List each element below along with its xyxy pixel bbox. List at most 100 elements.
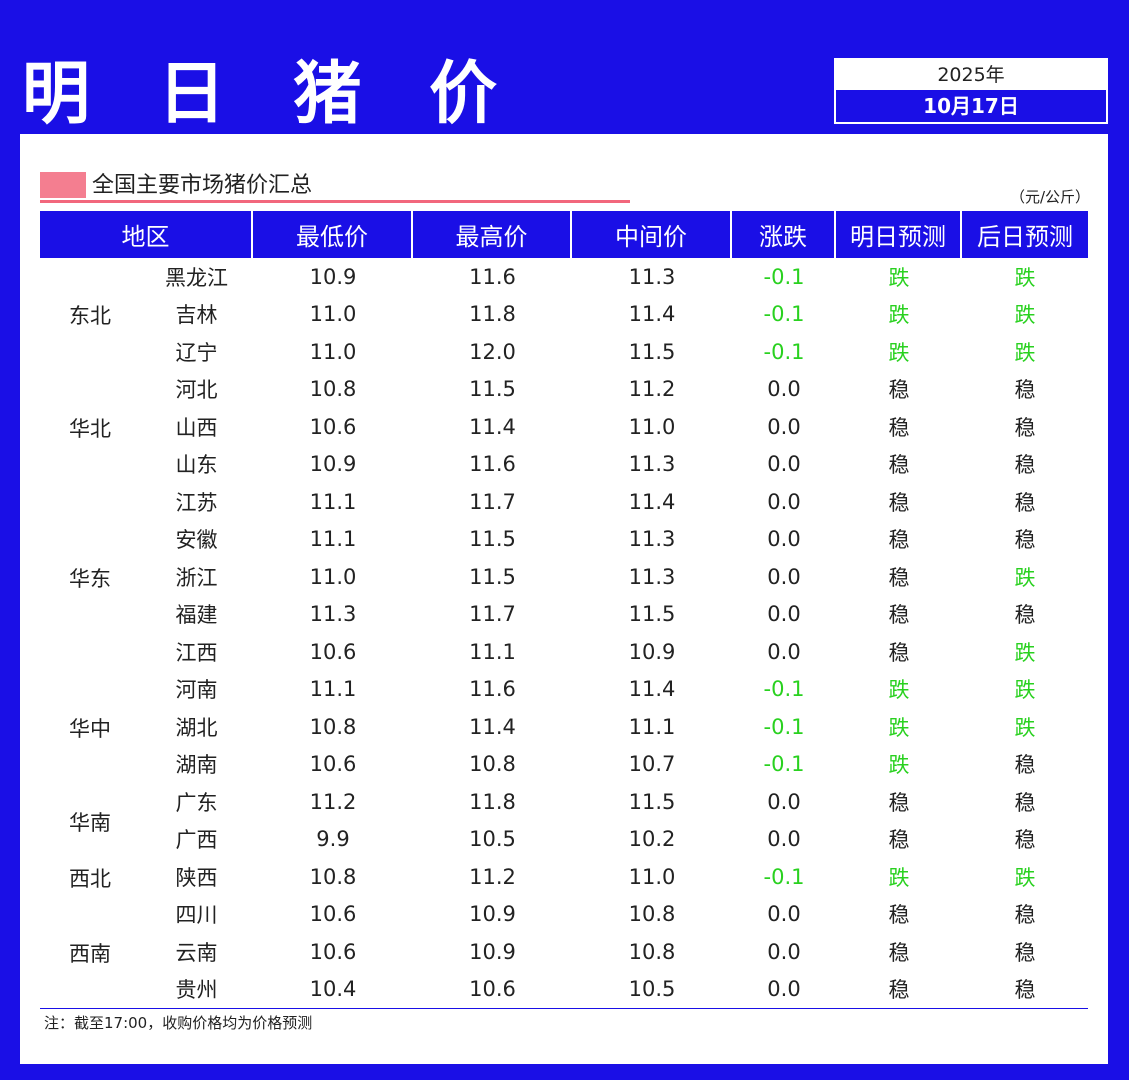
date-year: 2025年 [836, 60, 1106, 90]
cell-mid: 11.1 [628, 714, 676, 739]
cell-high: 10.9 [469, 902, 516, 927]
cell-mid: 10.2 [628, 827, 676, 852]
cell-high: 11.4 [469, 714, 516, 739]
cell-province: 吉林 [175, 303, 218, 328]
cell-after: 跌 [1014, 715, 1036, 740]
cell-tomorrow: 跌 [888, 753, 910, 778]
col-header-tomorrow: 明日预测 [836, 211, 962, 258]
cell-mid: 11.5 [628, 339, 676, 364]
cell-low: 11.1 [309, 677, 357, 702]
cell-province: 湖北 [175, 715, 218, 740]
cell-mid: 10.8 [628, 939, 676, 964]
cell-low: 10.6 [309, 902, 357, 927]
cell-low: 10.6 [309, 639, 357, 664]
cell-province: 山东 [175, 453, 218, 478]
region-label: 华中 [69, 716, 111, 741]
cell-tomorrow: 稳 [888, 565, 910, 590]
cell-after: 稳 [1014, 978, 1036, 1003]
cell-province: 陕西 [175, 865, 218, 890]
cell-tomorrow: 稳 [888, 640, 910, 665]
cell-change: -0.1 [763, 264, 805, 289]
unit-label: （元/公斤） [1010, 188, 1091, 206]
cell-after: 稳 [1014, 940, 1036, 965]
table-row: 贵州 10.4 10.6 10.5 0.0 稳 稳 [40, 971, 1088, 1009]
table-row: 山东 10.9 11.6 11.3 0.0 稳 稳 [40, 446, 1088, 484]
table-row: 辽宁 11.0 12.0 11.5 -0.1 跌 跌 [40, 333, 1088, 371]
table-row: 吉林 11.0 11.8 11.4 -0.1 跌 跌 [40, 296, 1088, 334]
cell-change: 0.0 [767, 602, 801, 627]
table-row: 湖南 10.6 10.8 10.7 -0.1 跌 稳 [40, 746, 1088, 784]
region-label: 华南 [69, 810, 111, 835]
col-header-region: 地区 [40, 211, 253, 258]
cell-change: 0.0 [767, 789, 801, 814]
cell-province: 湖南 [175, 753, 218, 778]
table-row: 湖北 10.8 11.4 11.1 -0.1 跌 跌 [40, 708, 1088, 746]
cell-tomorrow: 跌 [888, 678, 910, 703]
cell-change: 0.0 [767, 902, 801, 927]
cell-low: 10.9 [309, 452, 357, 477]
cell-tomorrow: 稳 [888, 978, 910, 1003]
cell-province: 安徽 [175, 528, 218, 553]
table-row: 黑龙江 10.9 11.6 11.3 -0.1 跌 跌 [40, 258, 1088, 296]
cell-mid: 10.9 [628, 639, 676, 664]
col-header-change: 涨跌 [732, 211, 836, 258]
cell-tomorrow: 稳 [888, 603, 910, 628]
cell-low: 10.6 [309, 939, 357, 964]
cell-tomorrow: 稳 [888, 378, 910, 403]
cell-province: 广东 [175, 790, 218, 815]
table-row: 浙江 11.0 11.5 11.3 0.0 稳 跌 [40, 558, 1088, 596]
cell-low: 10.4 [309, 977, 357, 1002]
cell-province: 河北 [175, 378, 218, 403]
cell-tomorrow: 跌 [888, 715, 910, 740]
page-title: 明 日 猪 价 [22, 55, 520, 134]
cell-province: 贵州 [175, 978, 218, 1003]
cell-mid: 11.0 [628, 414, 676, 439]
cell-tomorrow: 稳 [888, 903, 910, 928]
cell-low: 10.6 [309, 752, 357, 777]
table-row: 四川 10.6 10.9 10.8 0.0 稳 稳 [40, 896, 1088, 934]
cell-after: 稳 [1014, 753, 1036, 778]
cell-after: 跌 [1014, 865, 1036, 890]
table-row: 云南 10.6 10.9 10.8 0.0 稳 稳 [40, 933, 1088, 971]
content-panel [20, 134, 1108, 1064]
cell-low: 11.1 [309, 489, 357, 514]
cell-low: 11.3 [309, 602, 357, 627]
cell-low: 10.9 [309, 264, 357, 289]
cell-high: 11.5 [469, 527, 516, 552]
region-label: 东北 [69, 304, 111, 329]
cell-high: 10.9 [469, 939, 516, 964]
cell-change: 0.0 [767, 414, 801, 439]
cell-province: 广西 [175, 828, 218, 853]
cell-low: 11.0 [309, 339, 357, 364]
cell-mid: 11.0 [628, 864, 676, 889]
cell-province: 四川 [175, 903, 218, 928]
cell-tomorrow: 稳 [888, 415, 910, 440]
region-label: 华东 [69, 566, 111, 591]
col-header-after: 后日预测 [962, 211, 1088, 258]
cell-low: 10.6 [309, 414, 357, 439]
cell-change: -0.1 [763, 677, 805, 702]
date-box: 2025年 10月17日 [834, 58, 1108, 124]
cell-after: 跌 [1014, 265, 1036, 290]
cell-high: 11.8 [469, 302, 516, 327]
cell-low: 10.8 [309, 864, 357, 889]
table-row: 陕西 10.8 11.2 11.0 -0.1 跌 跌 [40, 858, 1088, 896]
region-label: 华北 [69, 416, 111, 441]
cell-high: 11.6 [469, 677, 516, 702]
table-row: 安徽 11.1 11.5 11.3 0.0 稳 稳 [40, 521, 1088, 559]
cell-tomorrow: 跌 [888, 303, 910, 328]
table-row: 福建 11.3 11.7 11.5 0.0 稳 稳 [40, 596, 1088, 634]
cell-low: 10.8 [309, 377, 357, 402]
cell-high: 11.4 [469, 414, 516, 439]
cell-mid: 10.5 [628, 977, 676, 1002]
table-body: 黑龙江 10.9 11.6 11.3 -0.1 跌跌吉林 11.0 11.8 11.4 -0.1 跌… [40, 258, 1088, 1008]
cell-high: 11.6 [469, 452, 516, 477]
date-day: 10月17日 [923, 94, 1019, 118]
col-header-mid: 中间价 [572, 211, 732, 258]
table-row: 河南 11.1 11.6 11.4 -0.1 跌 跌 [40, 671, 1088, 709]
cell-high: 11.5 [469, 564, 516, 589]
cell-low: 11.0 [309, 564, 357, 589]
cell-change: -0.1 [763, 714, 805, 739]
cell-low: 9.9 [316, 827, 350, 852]
cell-after: 稳 [1014, 603, 1036, 628]
